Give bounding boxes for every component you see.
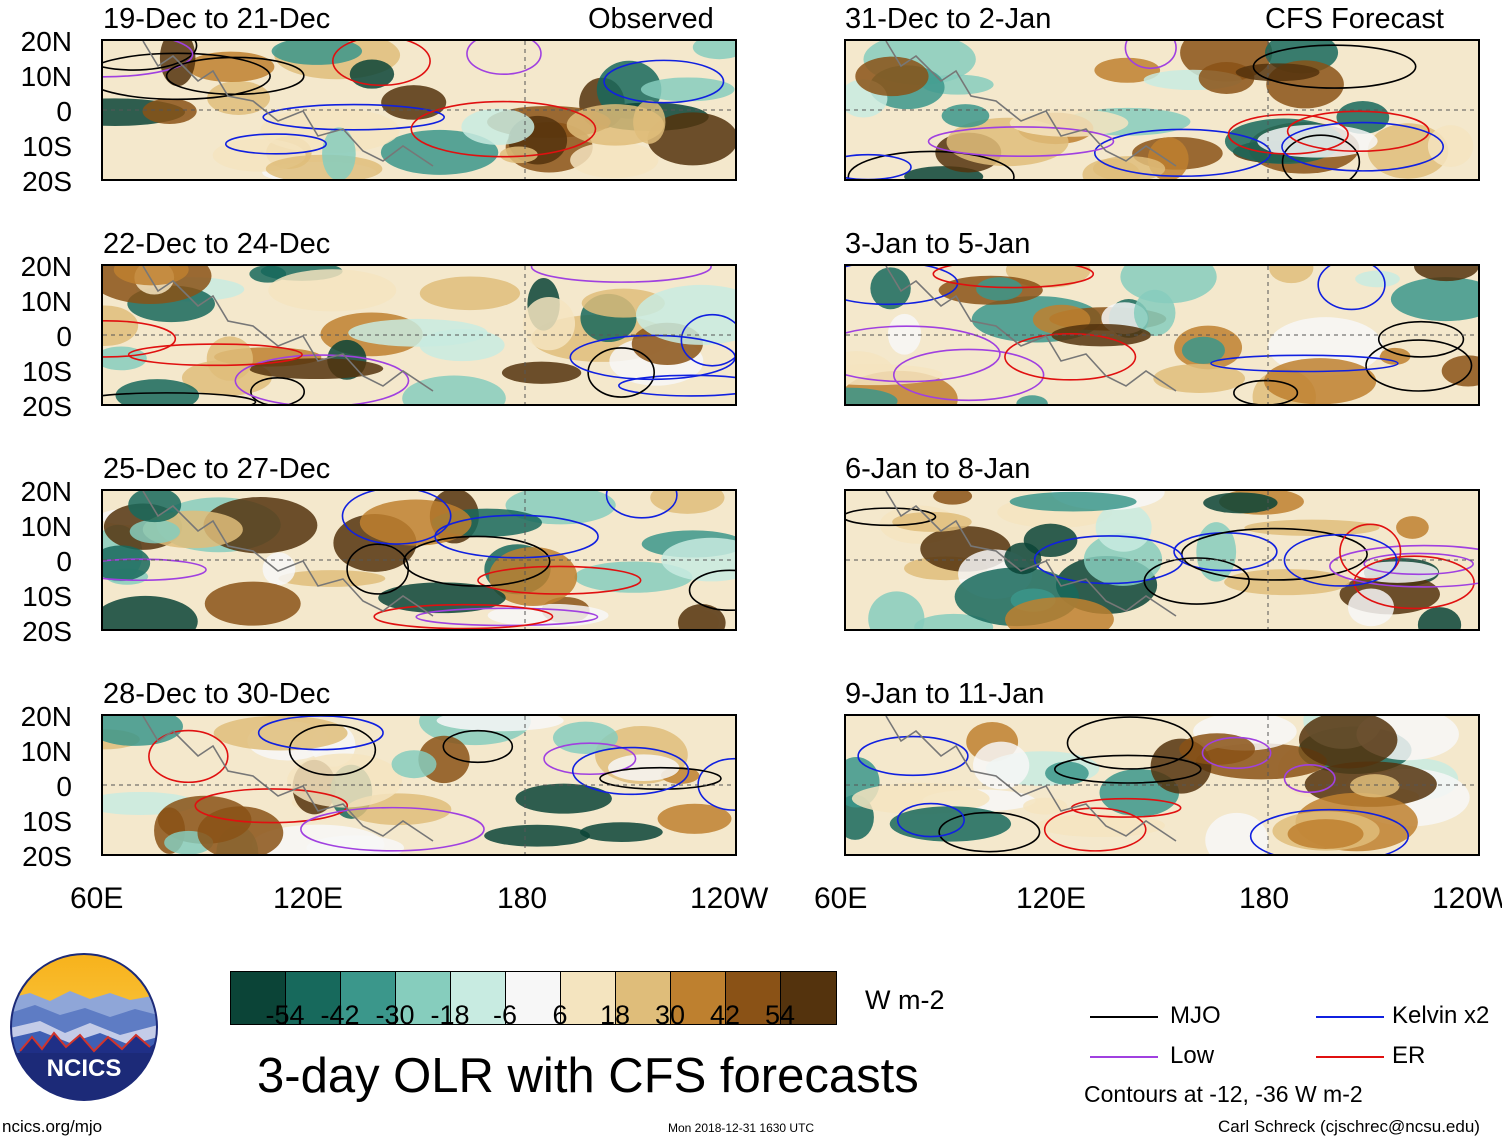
colorbar-tick-label: -18 <box>430 1000 470 1030</box>
map-panel-forecast-2 <box>844 264 1480 406</box>
colorbar-swatch <box>671 972 726 1024</box>
legend-label-low: Low <box>1170 1042 1215 1069</box>
panel-title: 3-Jan to 5-Jan <box>845 228 1031 260</box>
y-tick-label: 20S <box>22 391 72 422</box>
map-panel-observed-3 <box>101 489 737 631</box>
legend-label-kelvin: Kelvin x2 <box>1392 1002 1490 1029</box>
legend-label-er: ER <box>1392 1042 1426 1069</box>
colorbar-tick-label: -42 <box>320 1000 360 1030</box>
y-tick-label: 10S <box>22 356 72 387</box>
map-panel-forecast-4 <box>844 714 1480 856</box>
y-tick-label: 0 <box>56 546 72 577</box>
colorbar-swatch <box>451 972 506 1024</box>
colorbar-tick-label: 42 <box>709 1000 741 1030</box>
panel-title: 9-Jan to 11-Jan <box>845 678 1045 710</box>
legend-line-low <box>1090 1056 1158 1058</box>
colorbar-tick-label: 54 <box>764 1000 796 1030</box>
colorbar-swatch <box>341 972 396 1024</box>
logo-text: NCICS <box>47 1055 122 1082</box>
x-tick-label: 60E <box>70 882 124 915</box>
y-tick-label: 20N <box>20 251 72 282</box>
panel-title: 19-Dec to 21-Dec <box>103 3 331 35</box>
panel-title: 22-Dec to 24-Dec <box>103 228 331 260</box>
x-tick-label: 180 <box>1239 882 1290 915</box>
colorbar-tick-label: 18 <box>599 1000 631 1030</box>
column-title-forecast: CFS Forecast <box>1265 3 1444 35</box>
main-title: 3-day OLR with CFS forecasts <box>257 1049 919 1103</box>
ncics-logo: NCICS <box>10 953 158 1101</box>
y-tick-label: 10S <box>22 581 72 612</box>
footer-credit: Carl Schreck (cjschrec@ncsu.edu) <box>1218 1117 1480 1136</box>
map-panel-observed-1 <box>101 39 737 181</box>
x-tick-label: 120E <box>1016 882 1087 915</box>
colorbar-swatch <box>781 972 836 1024</box>
map-panel-forecast-3 <box>844 489 1480 631</box>
x-tick-label: 120E <box>273 882 344 915</box>
colorbar-swatch <box>726 972 781 1024</box>
y-tick-label: 10N <box>20 61 72 92</box>
legend-line-mjo <box>1090 1016 1158 1018</box>
y-tick-label: 0 <box>56 771 72 802</box>
map-panel-forecast-1 <box>844 39 1480 181</box>
colorbar <box>230 971 837 1025</box>
panel-title: 31-Dec to 2-Jan <box>845 3 1052 35</box>
y-tick-label: 0 <box>56 96 72 127</box>
y-tick-label: 10N <box>20 511 72 542</box>
legend-label-mjo: MJO <box>1170 1002 1221 1029</box>
colorbar-swatch <box>231 972 286 1024</box>
panel-title: 25-Dec to 27-Dec <box>103 453 331 485</box>
panel-title: 28-Dec to 30-Dec <box>103 678 331 710</box>
colorbar-tick-label: -54 <box>265 1000 305 1030</box>
y-tick-label: 20S <box>22 616 72 647</box>
x-tick-label: 180 <box>497 882 548 915</box>
y-tick-label: 10S <box>22 131 72 162</box>
y-tick-label: 10N <box>20 736 72 767</box>
footer-timestamp: Mon 2018-12-31 1630 UTC <box>668 1121 815 1135</box>
column-title-observed: Observed <box>588 3 714 35</box>
y-tick-label: 20N <box>20 476 72 507</box>
y-tick-label: 20S <box>22 166 72 197</box>
colorbar-swatch <box>286 972 341 1024</box>
x-tick-label: 120W <box>690 882 769 915</box>
colorbar-tick-label: 6 <box>552 1000 568 1030</box>
y-tick-label: 10N <box>20 286 72 317</box>
legend-line-er <box>1316 1056 1384 1058</box>
colorbar-tick-label: -30 <box>375 1000 415 1030</box>
y-tick-label: 0 <box>56 321 72 352</box>
colorbar-swatch <box>561 972 616 1024</box>
x-tick-label: 60E <box>814 882 868 915</box>
colorbar-swatch <box>396 972 451 1024</box>
legend-note: Contours at -12, -36 W m-2 <box>1084 1081 1363 1107</box>
footer-url: ncics.org/mjo <box>2 1117 103 1136</box>
map-panel-observed-2 <box>101 264 737 406</box>
colorbar-swatch <box>506 972 561 1024</box>
y-tick-label: 20N <box>20 26 72 57</box>
colorbar-swatch <box>616 972 671 1024</box>
y-tick-label: 10S <box>22 806 72 837</box>
legend-line-kelvin <box>1316 1016 1384 1018</box>
x-tick-label: 120W <box>1432 884 1502 914</box>
y-tick-label: 20N <box>20 701 72 732</box>
panel-title: 6-Jan to 8-Jan <box>845 453 1031 485</box>
colorbar-units: W m-2 <box>865 985 945 1015</box>
map-panel-observed-4 <box>101 714 737 856</box>
colorbar-tick-label: -6 <box>492 1000 517 1030</box>
y-tick-label: 20S <box>22 841 72 872</box>
colorbar-tick-label: 30 <box>654 1000 686 1030</box>
